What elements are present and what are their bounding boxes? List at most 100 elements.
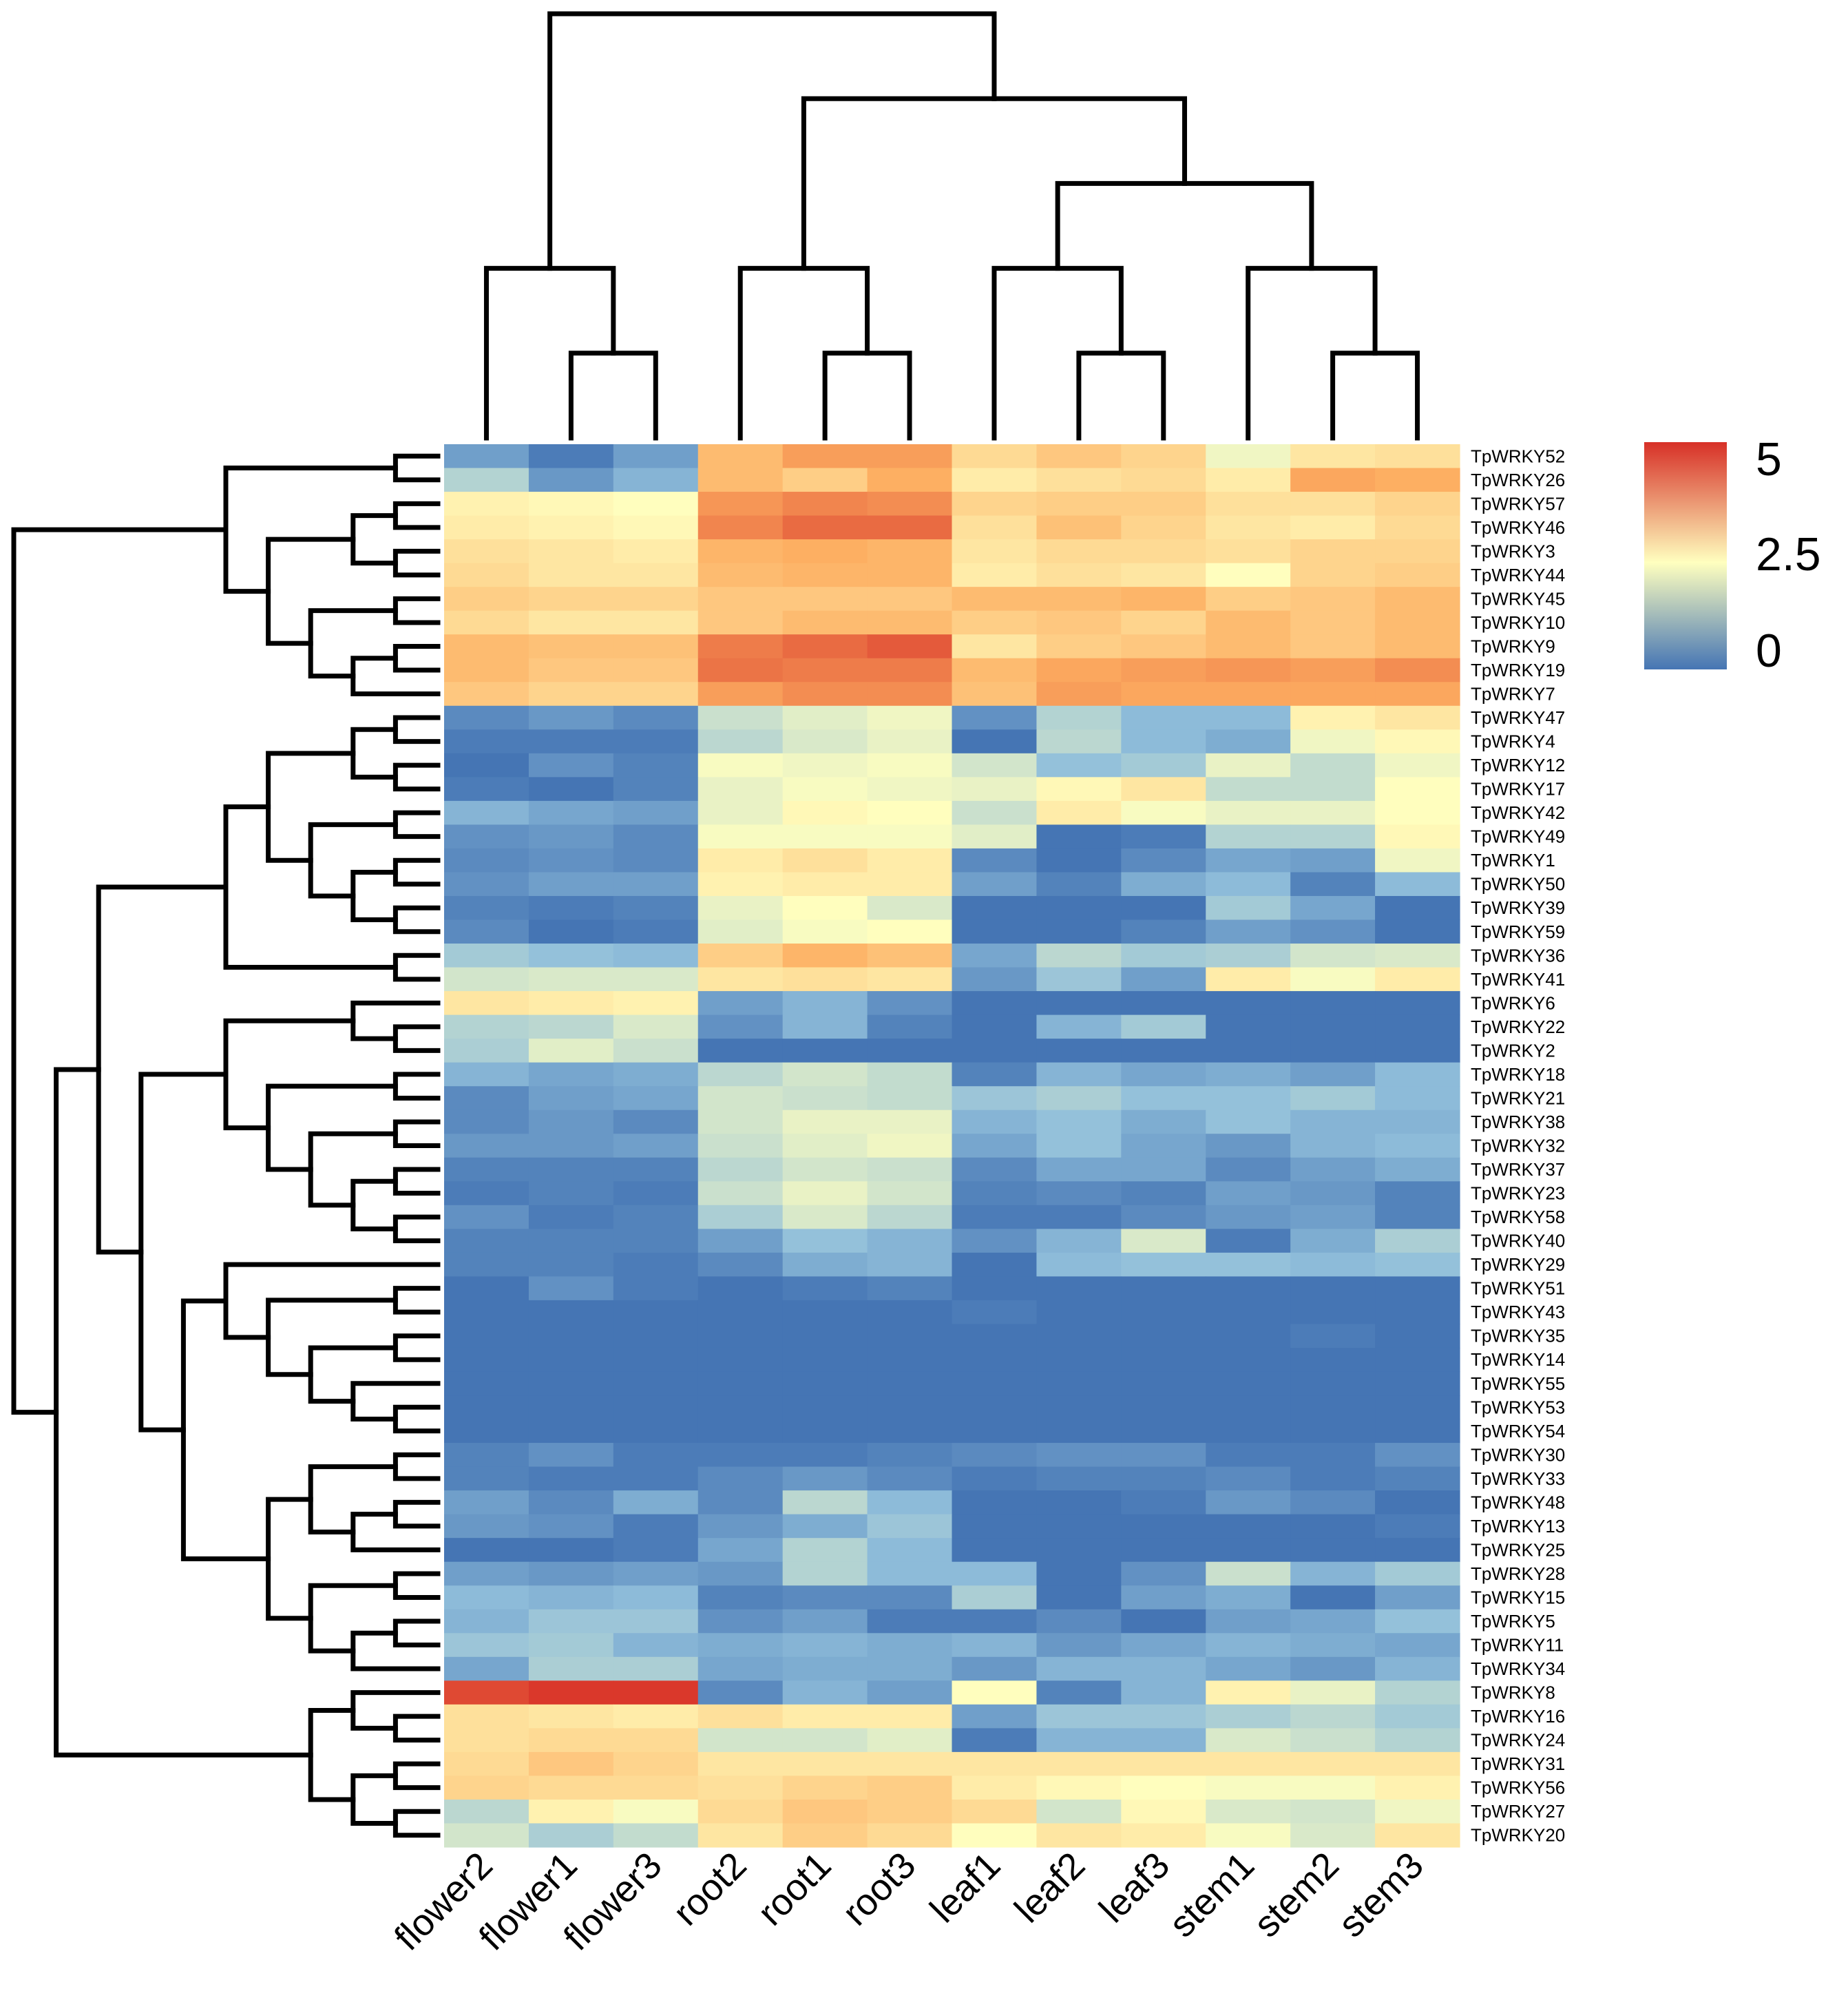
heatmap-cell (697, 1039, 784, 1063)
heatmap-cell (1290, 1347, 1376, 1373)
heatmap-cell (782, 1347, 868, 1373)
heatmap-cell (1121, 1205, 1206, 1229)
row-label: TpWRKY20 (1471, 1825, 1565, 1846)
row-label: TpWRKY1 (1471, 850, 1555, 871)
heatmap-cell (1375, 824, 1460, 849)
heatmap-cell (697, 492, 784, 517)
heatmap-cell (1036, 1347, 1122, 1373)
heatmap-cell (1036, 1799, 1122, 1824)
heatmap-cell (1375, 895, 1460, 921)
heatmap-cell (1206, 1395, 1291, 1420)
heatmap-cell (1036, 610, 1122, 635)
heatmap-cell (1375, 919, 1460, 944)
heatmap-cell (1375, 492, 1460, 517)
heatmap-cell (444, 1062, 529, 1087)
heatmap-cell (867, 944, 953, 968)
heatmap-cell (613, 1086, 699, 1111)
heatmap-cell (444, 1324, 529, 1348)
heatmap-cell (1036, 967, 1122, 992)
heatmap-cell (444, 1466, 529, 1491)
heatmap-cell (1375, 1609, 1460, 1634)
heatmap-cell (613, 1134, 699, 1158)
heatmap-cell (782, 658, 868, 683)
heatmap-cell (613, 1609, 699, 1634)
heatmap-cell (528, 1371, 614, 1396)
heatmap-cell (952, 1110, 1038, 1134)
heatmap-cell (1206, 895, 1291, 921)
heatmap-cell (1036, 1062, 1122, 1087)
heatmap-cell (444, 729, 529, 754)
row-label: TpWRKY43 (1471, 1302, 1565, 1322)
row-label: TpWRKY27 (1471, 1801, 1565, 1822)
heatmap-cell (782, 729, 868, 754)
heatmap-cell (444, 1633, 529, 1658)
heatmap-cell (1036, 991, 1122, 1016)
heatmap-cell (613, 1443, 699, 1468)
heatmap-cell (1036, 1300, 1122, 1325)
heatmap-cell (1290, 705, 1376, 730)
heatmap-cell (613, 753, 699, 778)
heatmap-cell (1121, 1728, 1206, 1753)
heatmap-cell (867, 1419, 953, 1444)
heatmap-cell (444, 1229, 529, 1253)
heatmap-cell (1290, 1300, 1376, 1325)
heatmap-cell (782, 800, 868, 826)
heatmap-cell (697, 1276, 784, 1301)
heatmap-cell (613, 682, 699, 707)
heatmap-cell (867, 1704, 953, 1729)
heatmap-cell (782, 991, 868, 1016)
legend-tick-mid: 2.5 (1756, 528, 1821, 581)
heatmap-cell (1290, 682, 1376, 707)
heatmap-cell (867, 1371, 953, 1396)
heatmap-cell (444, 1395, 529, 1420)
heatmap-cell (1121, 1799, 1206, 1824)
heatmap-cell (1121, 468, 1206, 492)
row-dendrogram-branch (392, 453, 441, 483)
heatmap-cell (697, 1134, 784, 1158)
heatmap-cell (697, 515, 784, 540)
heatmap-cell (1206, 658, 1291, 683)
heatmap-cell (613, 1656, 699, 1681)
heatmap-cell (1290, 967, 1376, 992)
heatmap-cell (697, 729, 784, 754)
heatmap-cell (528, 991, 614, 1016)
row-dendrogram-branch (392, 501, 441, 530)
heatmap-cell (528, 539, 614, 564)
heatmap-cell (697, 444, 784, 469)
heatmap-cell (697, 1561, 784, 1586)
heatmap-cell (952, 872, 1038, 897)
heatmap-cell (1206, 1110, 1291, 1134)
row-label: TpWRKY23 (1471, 1183, 1565, 1204)
heatmap-cell (782, 1466, 868, 1491)
heatmap-cell (444, 587, 529, 612)
heatmap-cell (444, 468, 529, 492)
heatmap-cell (1206, 1086, 1291, 1111)
heatmap-cell (1290, 1704, 1376, 1729)
heatmap-cell (613, 967, 699, 992)
heatmap-cell (1206, 1062, 1291, 1087)
heatmap-cell (613, 1205, 699, 1229)
heatmap-cell (1036, 1086, 1122, 1111)
heatmap-cell (1375, 587, 1460, 612)
heatmap-cell (782, 1680, 868, 1705)
heatmap-cell (952, 1609, 1038, 1634)
heatmap-cell (952, 1633, 1038, 1658)
heatmap-cell (613, 848, 699, 873)
heatmap-cell (444, 1347, 529, 1373)
heatmap-cell (1036, 444, 1122, 469)
heatmap-cell (528, 1110, 614, 1134)
heatmap-cell (697, 682, 784, 707)
heatmap-cell (1206, 1300, 1291, 1325)
heatmap-cell (697, 800, 784, 826)
heatmap-cell (613, 1585, 699, 1610)
heatmap-cell (697, 1181, 784, 1206)
heatmap-cell (1036, 539, 1122, 564)
heatmap-cell (1036, 1205, 1122, 1229)
heatmap-cell (952, 1704, 1038, 1729)
heatmap-cell (952, 1324, 1038, 1348)
heatmap-cell (867, 444, 953, 469)
row-label: TpWRKY55 (1471, 1373, 1565, 1394)
heatmap-cell (1121, 848, 1206, 873)
heatmap-cell (952, 1443, 1038, 1468)
heatmap-cell (952, 991, 1038, 1016)
